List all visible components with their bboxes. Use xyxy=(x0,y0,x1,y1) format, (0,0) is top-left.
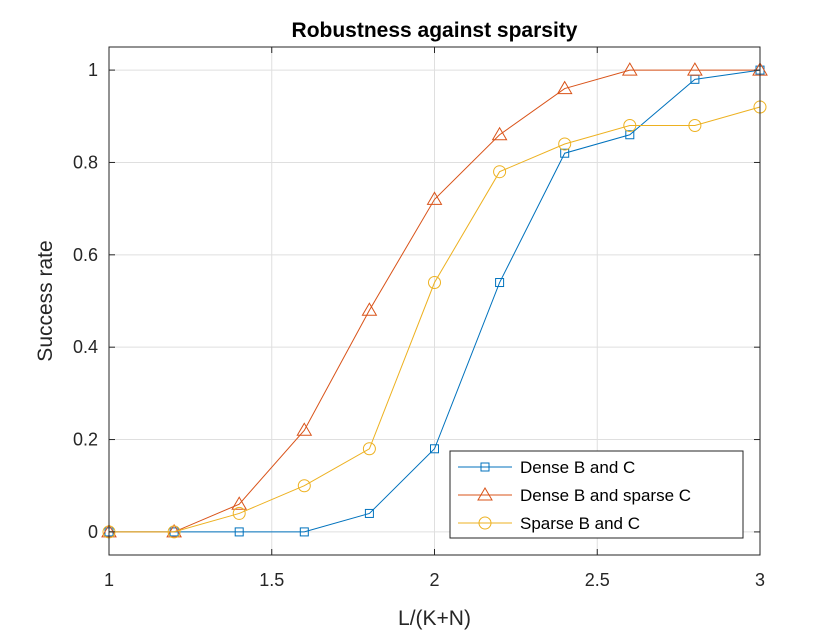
data-point xyxy=(687,62,703,76)
legend-item: Dense B and C xyxy=(458,458,635,477)
x-tick-label: 1 xyxy=(104,570,114,590)
data-point xyxy=(493,165,507,179)
data-point xyxy=(560,148,570,158)
y-axis-label: Success rate xyxy=(34,240,57,361)
y-tick-label: 0.8 xyxy=(73,152,98,172)
data-point xyxy=(299,527,309,537)
x-axis-label: L/(K+N) xyxy=(398,607,471,630)
x-tick-label: 1.5 xyxy=(259,570,284,590)
data-point xyxy=(231,496,248,510)
data-point xyxy=(556,80,573,95)
series-line xyxy=(109,69,760,533)
axis-ticks: 1 1.5 2 2.5 3 0 0.2 0.4 0.6 0.8 1 xyxy=(73,47,765,590)
data-point xyxy=(364,508,374,518)
legend-marker xyxy=(478,516,492,530)
legend-label: Dense B and C xyxy=(520,458,635,477)
legend-label: Sparse B and C xyxy=(520,514,640,533)
chart-title: Robustness against sparsity xyxy=(292,19,578,42)
data-point xyxy=(234,527,244,537)
y-tick-label: 1 xyxy=(88,60,98,80)
data-point xyxy=(430,444,439,454)
data-point xyxy=(623,119,637,133)
data-point xyxy=(232,506,246,520)
y-tick-label: 0.4 xyxy=(73,337,98,357)
data-point xyxy=(491,126,508,141)
data-point xyxy=(688,119,702,133)
data-point xyxy=(495,278,505,288)
series-square xyxy=(104,65,765,537)
y-tick-label: 0.6 xyxy=(73,245,98,265)
legend-item: Sparse B and C xyxy=(458,514,640,533)
data-point xyxy=(297,479,311,493)
series-line xyxy=(109,69,761,533)
data-point xyxy=(625,130,635,140)
data-point xyxy=(167,525,181,539)
legend-marker xyxy=(477,487,493,501)
series-layer xyxy=(101,62,768,539)
data-point xyxy=(361,302,378,316)
x-tick-label: 2 xyxy=(429,570,439,590)
data-point xyxy=(428,276,441,290)
data-point xyxy=(558,137,572,151)
y-tick-label: 0.2 xyxy=(73,430,98,450)
legend-label: Dense B and sparse C xyxy=(520,486,691,505)
legend: Dense B and C Dense B and sparse C Sparse … xyxy=(449,450,744,539)
data-point xyxy=(426,191,443,205)
x-tick-label: 3 xyxy=(755,570,765,590)
legend-item: Dense B and sparse C xyxy=(458,486,691,505)
data-point xyxy=(296,422,313,436)
series-triangle xyxy=(101,62,768,538)
legend-marker xyxy=(480,462,490,472)
data-point xyxy=(362,442,376,456)
series-line xyxy=(109,106,761,533)
x-tick-label: 2.5 xyxy=(585,570,610,590)
y-tick-label: 0 xyxy=(88,522,98,542)
data-point xyxy=(621,62,638,76)
